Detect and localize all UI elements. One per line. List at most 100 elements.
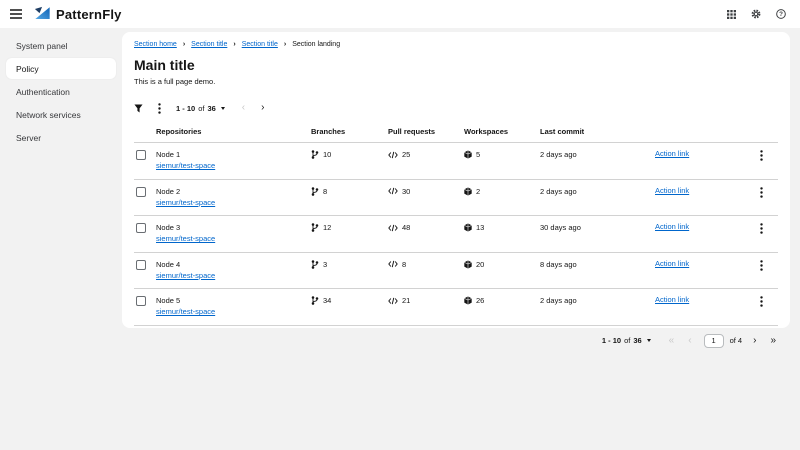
pull-requests-cell: 48 [388, 222, 464, 232]
next-page-button[interactable] [261, 103, 264, 113]
help-button[interactable]: ? [776, 9, 786, 19]
pull-requests-cell: 30 [388, 186, 464, 196]
sidebar-nav-list: System panel Policy Authentication Netwo… [0, 35, 122, 148]
next-page-button[interactable] [753, 336, 756, 346]
breadcrumb-link[interactable]: Section home [134, 41, 177, 48]
code-branch-icon [311, 259, 319, 269]
cube-icon [464, 296, 472, 305]
branches-cell: 12 [311, 222, 388, 232]
repo-name: Node 1 [156, 150, 181, 159]
column-header-repositories: Repositories [156, 127, 202, 136]
pagination-menu-toggle[interactable]: 1 - 10 of 36 [176, 104, 225, 113]
code-branch-icon [311, 296, 319, 305]
gear-icon [751, 9, 761, 19]
pagination-menu-toggle[interactable]: 1 - 10 of 36 [602, 336, 651, 345]
filter-button[interactable] [134, 103, 143, 113]
code-branch-icon [311, 150, 319, 159]
repo-name: Node 5 [156, 296, 181, 305]
workspaces-count: 13 [476, 223, 485, 232]
action-link[interactable]: Action link [655, 258, 690, 268]
last-commit-cell: 2 days ago [540, 296, 577, 305]
sidebar-item[interactable]: Network services [16, 109, 81, 120]
global-nav-toggle-button[interactable] [10, 9, 22, 19]
row-select-checkbox[interactable] [136, 223, 146, 233]
pagination-range: 1 - 10 [176, 103, 196, 113]
table-row: Node 4 siemur/test-space [134, 253, 778, 289]
page-description: This is a full page demo. [134, 77, 216, 86]
pull-requests-count: 48 [402, 223, 411, 232]
row-kebab-button[interactable] [760, 259, 763, 271]
workspaces-cell: 13 [464, 222, 540, 232]
repo-space-link[interactable]: siemur/test-space [156, 161, 216, 171]
patternfly-logo-icon [34, 6, 51, 22]
page-layout: System panel Policy Authentication Netwo… [0, 28, 800, 450]
pagination-of-word: of [624, 336, 631, 345]
action-link[interactable]: Action link [655, 185, 690, 195]
svg-text:?: ? [779, 11, 783, 18]
brand-name: PatternFly [56, 6, 122, 22]
row-kebab-button[interactable] [760, 223, 763, 234]
row-select-checkbox[interactable] [136, 186, 146, 197]
breadcrumb-link[interactable]: Section title [191, 41, 228, 48]
prev-page-button[interactable] [242, 103, 245, 113]
code-branch-icon [311, 186, 319, 196]
row-select-checkbox[interactable] [136, 150, 146, 160]
sidebar-item[interactable]: Authentication [16, 86, 70, 97]
sidebar-item[interactable]: System panel [16, 40, 68, 51]
breadcrumb-item: Section title [242, 41, 293, 48]
workspaces-count: 5 [476, 150, 481, 159]
kebab-icon [760, 186, 763, 198]
row-select-checkbox[interactable] [136, 259, 146, 270]
last-commit-cell: 30 days ago [540, 223, 581, 232]
filter-icon [134, 103, 143, 113]
pagination-range: 1 - 10 [601, 336, 622, 345]
repo-name: Node 3 [156, 223, 181, 232]
main-area: Section home Section title Section title [122, 28, 800, 450]
row-kebab-button[interactable] [760, 186, 763, 198]
column-header-last-commit: Last commit [540, 127, 585, 136]
cube-icon [464, 259, 472, 269]
settings-button[interactable] [751, 9, 761, 19]
sidebar: System panel Policy Authentication Netwo… [0, 28, 122, 450]
sidebar-item[interactable]: Policy [6, 58, 116, 79]
breadcrumb-separator-icon [284, 41, 286, 48]
breadcrumb-separator-icon [183, 41, 185, 48]
branches-count: 10 [323, 150, 332, 159]
action-link[interactable]: Action link [655, 149, 690, 158]
pull-requests-count: 25 [402, 150, 411, 159]
action-link[interactable]: Action link [655, 222, 690, 231]
workspaces-cell: 5 [464, 149, 540, 159]
pull-requests-cell: 25 [388, 149, 464, 159]
last-commit-cell: 2 days ago [540, 150, 577, 159]
brand: PatternFly [34, 6, 122, 22]
first-page-button[interactable] [669, 336, 675, 346]
column-header-branches: Branches [311, 127, 346, 136]
sidebar-item[interactable]: Server [16, 132, 42, 143]
toolbar-kebab-button[interactable] [158, 102, 161, 114]
workspaces-cell: 2 [464, 186, 540, 196]
breadcrumb-link[interactable]: Section title [241, 41, 278, 48]
repo-space-link[interactable]: siemur/test-space [156, 197, 216, 207]
prev-page-button[interactable] [688, 336, 691, 346]
last-page-button[interactable] [770, 336, 776, 346]
pull-requests-count: 8 [402, 259, 407, 269]
pull-requests-count: 30 [402, 186, 411, 196]
workspaces-count: 26 [476, 296, 485, 305]
action-link[interactable]: Action link [655, 295, 690, 304]
app-launcher-button[interactable] [727, 9, 736, 19]
kebab-icon [760, 150, 763, 161]
branches-count: 34 [323, 296, 332, 305]
pull-requests-count: 21 [402, 296, 411, 305]
current-page-input[interactable] [703, 333, 724, 348]
row-kebab-button[interactable] [760, 150, 763, 161]
branches-count: 8 [323, 186, 328, 196]
repo-space-link[interactable]: siemur/test-space [156, 307, 216, 317]
repo-space-link[interactable]: siemur/test-space [156, 234, 216, 244]
code-icon [388, 151, 398, 159]
row-kebab-button[interactable] [760, 296, 763, 307]
table-row: Node 2 siemur/test-space [134, 180, 778, 216]
content-card: Section home Section title Section title [122, 32, 790, 348]
row-select-checkbox[interactable] [136, 296, 146, 306]
table-row: Node 1 siemur/test-space [134, 143, 778, 180]
repo-space-link[interactable]: siemur/test-space [156, 270, 216, 280]
